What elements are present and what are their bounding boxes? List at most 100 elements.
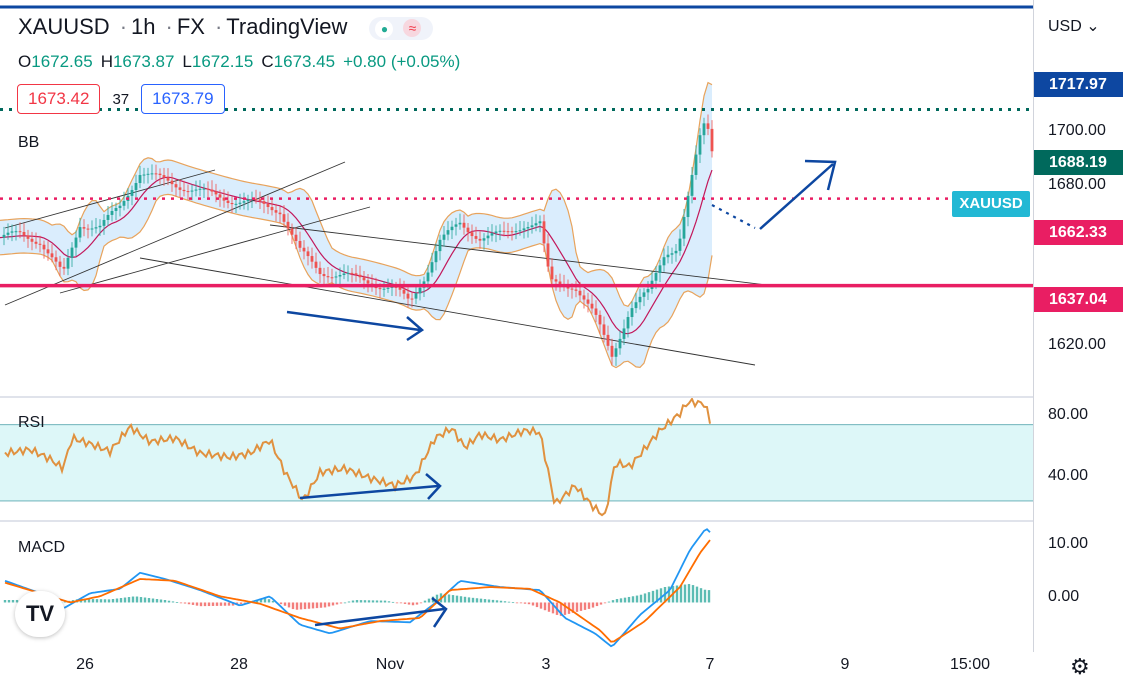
candle-body (622, 328, 626, 339)
macd-histogram-bar (271, 600, 275, 603)
macd-histogram-bar (435, 594, 439, 603)
macd-histogram-bar (243, 602, 247, 604)
candle-body (114, 208, 118, 211)
pane-separator-rsi[interactable] (0, 396, 1033, 398)
candle (134, 174, 138, 198)
candle (566, 279, 570, 297)
macd-histogram-bar (523, 602, 527, 604)
price-tag-pink-solid[interactable]: 1637.04 (1034, 287, 1123, 312)
candle-body (398, 286, 402, 290)
candle (154, 164, 158, 181)
macd-histogram-bar (359, 600, 363, 603)
macd-histogram-bar (123, 597, 127, 603)
candle (18, 222, 22, 239)
candle (350, 268, 354, 283)
macd-histogram-bar (335, 602, 339, 605)
macd-histogram-bar (511, 602, 515, 604)
candle-body (462, 222, 466, 228)
candle-body (522, 228, 526, 231)
macd-histogram-bar (303, 602, 307, 610)
candle (282, 205, 286, 228)
candle-body (442, 234, 446, 240)
candle-body (446, 230, 450, 235)
candle (642, 288, 646, 307)
candle (58, 255, 62, 276)
candle (478, 231, 482, 249)
macd-histogram-bar (483, 599, 487, 603)
trend-line (59, 206, 371, 294)
x-tick-label: Nov (375, 656, 405, 673)
tradingview-logo-icon[interactable]: TV (15, 591, 65, 637)
divergence-arrow-head (406, 316, 425, 342)
market-open-icon[interactable]: ● (375, 19, 394, 38)
candle (542, 214, 546, 253)
symbol-name[interactable]: XAUUSD (18, 14, 110, 39)
macd-indicator-label[interactable]: MACD (18, 539, 66, 556)
wave-icon[interactable]: ≈ (403, 18, 422, 37)
candle-body (202, 188, 206, 190)
buy-button[interactable]: 1673.79 (141, 84, 225, 114)
candle-body (638, 296, 642, 303)
candle-body (34, 241, 38, 244)
candle (338, 267, 342, 285)
x-tick-label: 26 (76, 656, 94, 673)
candle (618, 330, 622, 355)
sell-button[interactable]: 1673.42 (17, 84, 101, 114)
bb-upper-band (0, 81, 713, 308)
candle-body (46, 249, 50, 254)
macd-histogram-bar (655, 589, 659, 603)
candle (218, 189, 222, 207)
chevron-down-icon[interactable]: ⌄ (1086, 18, 1100, 35)
symbol-header[interactable]: XAUUSD · 1h · FX · TradingView ● ≈ (18, 14, 439, 40)
pane-separator-macd[interactable] (0, 520, 1033, 522)
candle-body (270, 207, 274, 211)
macd-divergence-arrow-head (431, 597, 448, 628)
macd-histogram-bar (367, 600, 371, 603)
candle (294, 227, 298, 250)
macd-histogram-bar (279, 602, 283, 605)
candle-body (526, 227, 530, 229)
candle-body (350, 272, 354, 274)
interval-label[interactable]: 1h (131, 14, 156, 39)
candle (662, 248, 666, 272)
candle (318, 261, 322, 283)
candle-body (122, 200, 126, 206)
price-tag-green-dotted[interactable]: 1688.19 (1034, 150, 1123, 175)
bb-indicator-label[interactable]: BB (18, 134, 40, 151)
candle-body (646, 289, 650, 293)
currency-selector[interactable]: USD ⌄ (1048, 16, 1100, 36)
macd-histogram-bar (675, 585, 679, 603)
candle (130, 185, 134, 206)
candle-body (26, 235, 30, 239)
status-badges[interactable]: ● ≈ (369, 16, 434, 40)
candle (222, 189, 226, 208)
price-tag-pink-dotted[interactable]: 1662.33 (1034, 220, 1123, 245)
candle-body (542, 221, 546, 244)
y-tick-label: 1620.00 (1048, 336, 1106, 353)
trend-line (269, 224, 776, 287)
candle (226, 191, 230, 209)
gear-icon[interactable]: ⚙ (1070, 654, 1090, 679)
macd-histogram-bar (3, 600, 7, 603)
macd-histogram-bar (95, 599, 99, 603)
bb-band-fill (0, 82, 712, 368)
candle-body (454, 224, 458, 227)
currency-label[interactable]: USD (1048, 18, 1082, 35)
candle (146, 167, 150, 184)
macd-histogram-bar (667, 586, 671, 603)
macd-histogram-bar (399, 602, 403, 604)
candle (330, 268, 334, 285)
macd-histogram-bar (395, 602, 399, 604)
candle-body (86, 228, 90, 230)
candle (522, 221, 526, 239)
candle-body (410, 298, 414, 300)
candle-body (654, 272, 658, 281)
candle-body (74, 237, 78, 248)
candle-body (486, 235, 490, 239)
candle (62, 257, 66, 275)
price-tag-blue-line[interactable]: 1717.97 (1034, 72, 1123, 97)
rsi-indicator-label[interactable]: RSI (18, 414, 45, 431)
candle-body (382, 288, 386, 290)
candle-body (210, 189, 214, 192)
